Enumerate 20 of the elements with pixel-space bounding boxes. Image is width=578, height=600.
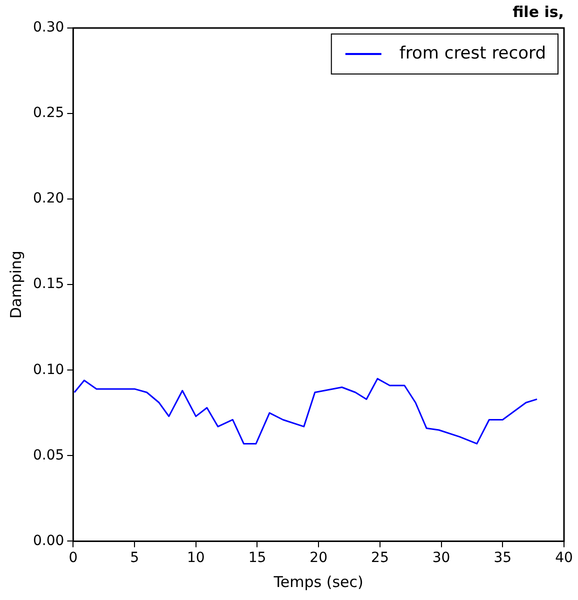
y-tick-label: 0.05 (33, 447, 64, 464)
x-tick-label: 10 (186, 550, 205, 566)
chart-title: file is, (512, 2, 564, 21)
y-tick-label: 0.15 (33, 276, 64, 292)
y-tick-label: 0.30 (33, 20, 64, 36)
legend-label: from crest record (399, 43, 546, 64)
x-tick-label: 40 (555, 550, 573, 566)
x-tick-label: 25 (371, 550, 389, 566)
y-tick-label: 0.20 (33, 190, 64, 207)
x-tick-label: 5 (130, 550, 139, 566)
x-tick-label: 30 (432, 550, 450, 566)
x-tick-label: 0 (68, 550, 78, 566)
y-tick-label: 0.10 (33, 362, 64, 378)
x-tick-label: 15 (248, 550, 266, 566)
x-axis-title: Temps (sec) (272, 572, 364, 591)
y-tick-label: 0.25 (33, 105, 64, 122)
y-axis-title: Damping (6, 250, 25, 319)
x-tick-label: 35 (494, 550, 512, 566)
y-tick-label: 0.00 (33, 532, 64, 549)
x-tick-label: 20 (310, 550, 328, 566)
